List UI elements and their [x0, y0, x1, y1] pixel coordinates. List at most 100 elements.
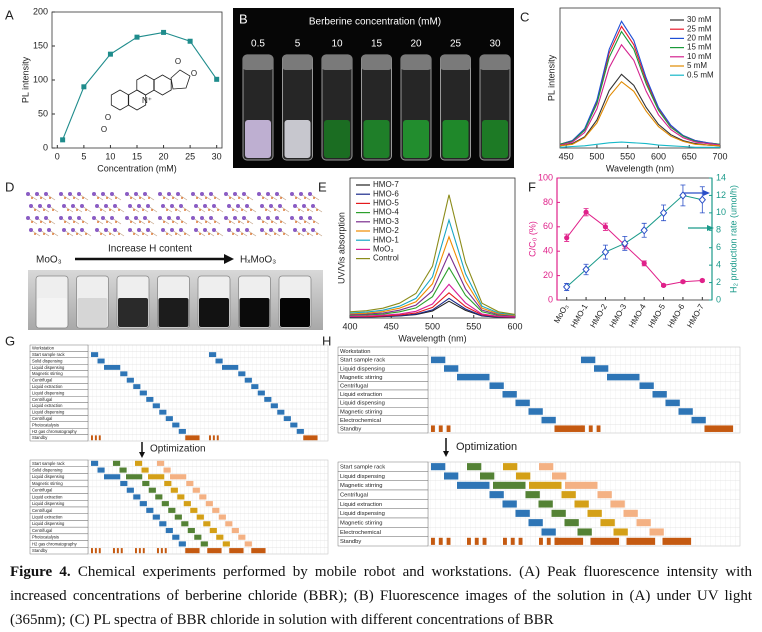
- task-bar: [126, 487, 134, 493]
- atom: [67, 209, 69, 211]
- x-tick-label: HMO-3: [608, 302, 629, 329]
- atom: [113, 228, 117, 232]
- task-bar: [148, 487, 156, 493]
- atom: [167, 192, 171, 196]
- atom: [110, 216, 114, 220]
- task-bar: [205, 501, 213, 507]
- task-bar: [168, 507, 176, 513]
- atom: [142, 233, 144, 235]
- atom: [266, 192, 270, 196]
- atom: [245, 204, 249, 208]
- task-bar: [277, 409, 285, 415]
- task-bar: [97, 467, 105, 473]
- task-bar: [181, 521, 189, 527]
- atom: [167, 216, 171, 220]
- atom: [71, 228, 75, 232]
- task-bar: [216, 534, 224, 540]
- atom: [260, 204, 264, 208]
- series-line: [566, 211, 703, 286]
- standby-bar: [554, 425, 584, 432]
- vial-label: 5: [295, 39, 301, 50]
- atom: [158, 192, 162, 196]
- x-tick-label: 450: [384, 321, 399, 331]
- atom: [271, 221, 273, 223]
- standby-tick: [98, 435, 101, 441]
- atom: [161, 228, 165, 232]
- task-bar: [244, 541, 252, 547]
- atom: [170, 228, 174, 232]
- task-bar: [199, 494, 207, 500]
- standby-tick: [438, 537, 443, 545]
- task-bar: [691, 416, 706, 424]
- atom: [80, 228, 84, 232]
- data-point: [601, 247, 610, 257]
- data-point: [134, 34, 140, 40]
- vial-liquid: [37, 298, 67, 327]
- row-label: Start sample rack: [340, 464, 385, 470]
- atom: [250, 233, 252, 235]
- task-bar: [597, 491, 612, 499]
- atom: [130, 221, 132, 223]
- atom: [109, 233, 111, 235]
- atom: [241, 233, 243, 235]
- standby-tick: [446, 425, 451, 432]
- x-tick-label: HMO-6: [666, 302, 687, 329]
- series-line: [349, 252, 516, 317]
- task-bar: [493, 481, 526, 489]
- standby-tick: [554, 537, 559, 545]
- panel-letter: G: [5, 333, 15, 348]
- row-label: Start sample rack: [340, 358, 385, 364]
- task-bar: [649, 528, 664, 536]
- atom: [67, 233, 69, 235]
- data-point: [621, 239, 629, 248]
- vial-liquid: [482, 120, 508, 158]
- y-tick-label: 40: [543, 246, 553, 256]
- y-axis-label: PL intensity: [546, 54, 556, 101]
- atom: [299, 216, 303, 220]
- atom-label: N⁺: [142, 96, 152, 105]
- x-tick-label: 30: [212, 151, 222, 161]
- atom: [313, 221, 315, 223]
- atom: [43, 209, 45, 211]
- row-label: Standby: [340, 539, 361, 545]
- legend-label: 20 mM: [687, 34, 712, 43]
- task-bar: [139, 390, 147, 396]
- vial-label: 10: [331, 39, 343, 50]
- atom: [316, 209, 318, 211]
- vial-cap: [480, 55, 510, 70]
- task-bar: [222, 364, 239, 370]
- atom: [302, 228, 306, 232]
- y-tick-label: 100: [33, 74, 48, 84]
- x-tick-label: 400: [342, 321, 357, 331]
- task-bar: [290, 422, 298, 428]
- task-bar: [529, 481, 562, 489]
- task-bar: [159, 521, 167, 527]
- atom: [191, 216, 195, 220]
- atom: [73, 197, 75, 199]
- task-bar: [610, 500, 625, 508]
- atom-label: O: [191, 69, 197, 78]
- task-bar: [551, 509, 566, 517]
- atom: [290, 192, 294, 196]
- row-label: Centrifugal: [32, 378, 52, 383]
- x-tick-label: 700: [712, 151, 727, 161]
- x-tick-label: 600: [507, 321, 522, 331]
- atom: [172, 221, 174, 223]
- atom: [238, 221, 240, 223]
- atom: [217, 233, 219, 235]
- vial-liquid: [118, 298, 148, 327]
- y2-tick-label: 12: [716, 190, 726, 200]
- task-bar: [146, 507, 154, 513]
- row-label: Magnetic stirring: [340, 520, 383, 526]
- standby-tick: [212, 435, 215, 441]
- data-point: [659, 208, 668, 218]
- task-bar: [516, 472, 531, 480]
- series-line: [349, 218, 516, 316]
- atom: [146, 228, 150, 232]
- atom: [80, 204, 84, 208]
- legend-label: HMO-6: [373, 189, 399, 198]
- data-point: [563, 282, 571, 292]
- x-tick-label: 500: [589, 151, 604, 161]
- task-bar: [613, 528, 628, 536]
- atom: [47, 228, 51, 232]
